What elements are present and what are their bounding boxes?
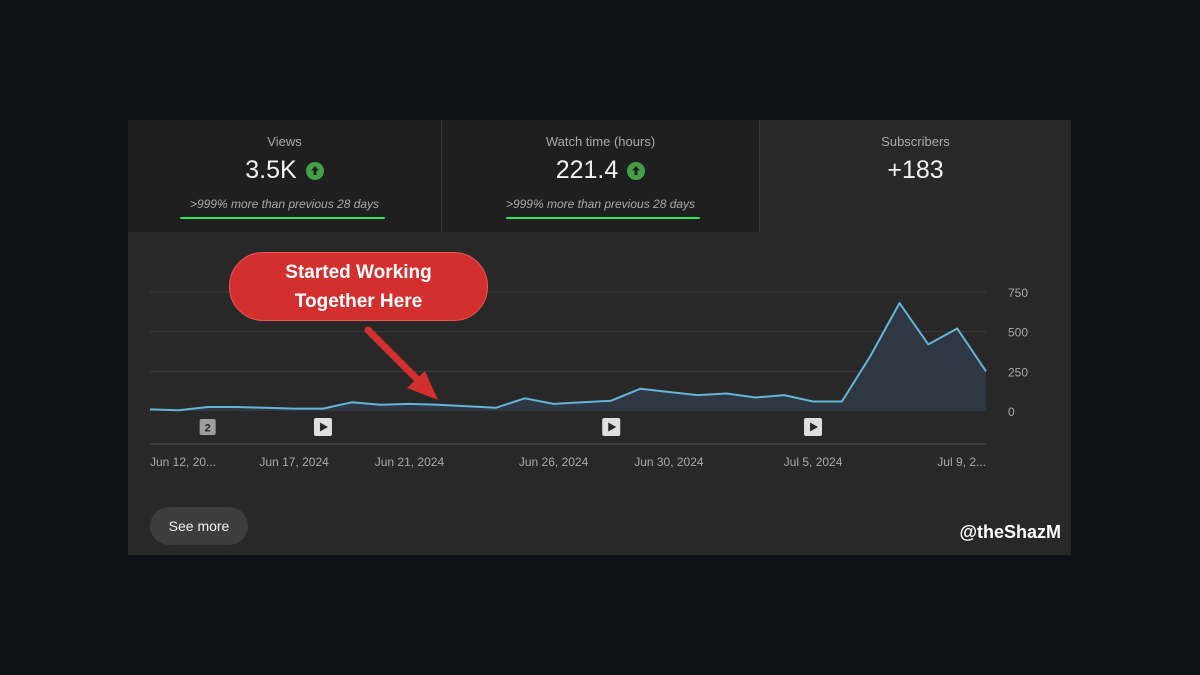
annotation-callout-text: Started Working Together Here xyxy=(285,261,432,312)
x-tick-label: Jun 12, 20... xyxy=(150,455,216,469)
x-tick-label: Jun 30, 2024 xyxy=(634,455,704,469)
arrow-up-icon xyxy=(305,161,324,180)
arrow-up-icon xyxy=(627,161,646,180)
watch-time-comparison-note: >999% more than previous 28 days xyxy=(505,197,696,211)
subscribers-value: +183 xyxy=(887,156,944,184)
y-tick-label: 0 xyxy=(1008,405,1015,419)
y-tick-label: 250 xyxy=(1008,365,1028,379)
y-tick-label: 750 xyxy=(1008,286,1028,300)
annotation-arrow xyxy=(364,326,424,386)
views-label: Views xyxy=(267,134,302,149)
x-tick-label: Jun 21, 2024 xyxy=(375,455,445,469)
comment-badge-count: 2 xyxy=(205,423,211,435)
views-comparison-note: >999% more than previous 28 days xyxy=(189,197,380,211)
watch-time-value: 221.4 xyxy=(555,156,619,184)
x-tick-label: Jul 9, 2... xyxy=(937,455,986,469)
x-tick-label: Jul 5, 2024 xyxy=(784,455,843,469)
chart-line xyxy=(149,302,987,412)
x-tick-label: Jun 26, 2024 xyxy=(519,455,589,469)
x-tick-label: Jun 17, 2024 xyxy=(259,455,329,469)
subscribers-card[interactable]: Subscribers +183 xyxy=(760,120,1071,232)
views-card[interactable]: Views 3.5K >999% more than previous 28 d… xyxy=(128,120,442,232)
play-icon xyxy=(608,422,617,432)
analytics-panel: Views 3.5K >999% more than previous 28 d… xyxy=(128,120,1071,555)
watermark: @theShazM xyxy=(959,522,1061,542)
views-value: 3.5K xyxy=(245,156,297,184)
chart-area xyxy=(150,303,986,411)
see-more-button[interactable]: See more xyxy=(150,507,248,545)
play-icon xyxy=(810,422,819,432)
watch-time-label: Watch time (hours) xyxy=(545,134,656,149)
annotation-arrow-head xyxy=(407,371,438,400)
watch-time-card[interactable]: Watch time (hours) 221.4 >999% more than… xyxy=(442,120,760,232)
watch-time-highlight-underline xyxy=(506,217,700,219)
y-tick-label: 500 xyxy=(1008,326,1028,340)
comment-badge xyxy=(199,419,216,435)
views-highlight-underline xyxy=(180,217,385,219)
play-icon xyxy=(319,422,328,432)
annotation-callout: Started Working Together Here xyxy=(229,252,488,321)
subscribers-label: Subscribers xyxy=(881,134,950,149)
